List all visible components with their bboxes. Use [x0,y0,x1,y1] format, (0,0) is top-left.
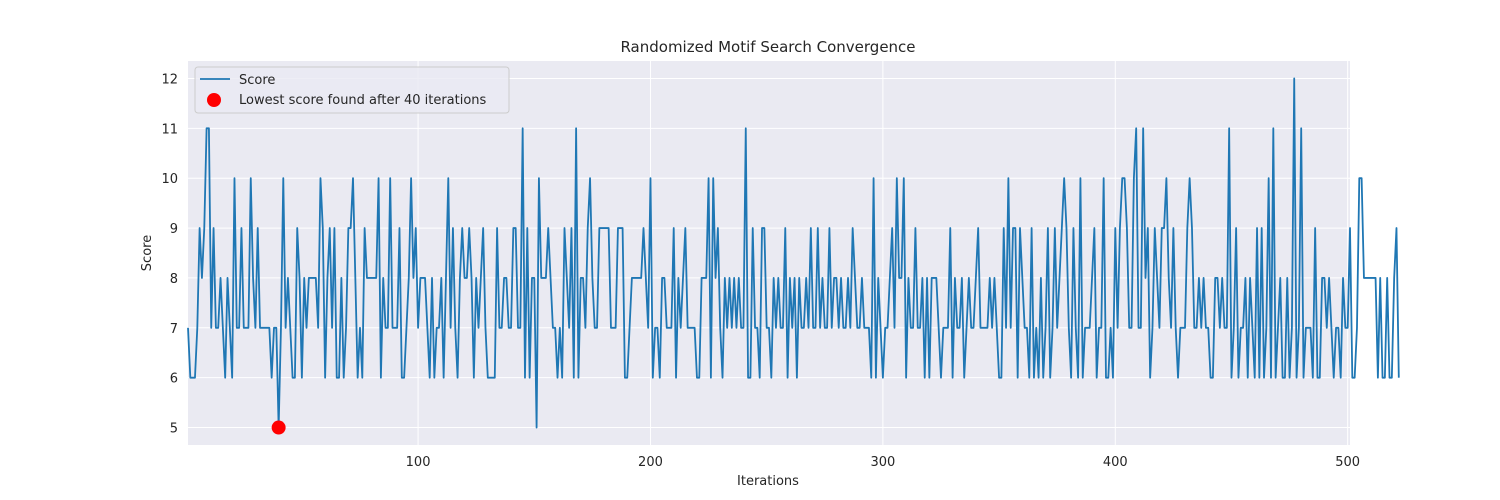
y-tick-label: 10 [161,172,178,187]
plot-area [188,61,1350,445]
y-tick-label: 7 [170,322,178,337]
y-tick-label: 8 [170,272,178,287]
x-axis-ticks: 100 200 300 400 500 [406,455,1360,470]
legend-box [194,66,510,114]
legend-lowest-score-swatch [207,93,221,107]
x-tick-label: 100 [406,455,431,470]
y-tick-label: 5 [170,422,178,437]
series-layer [187,77,1400,429]
legend-score-label: Score [239,73,275,88]
chart-title: Randomized Motif Search Convergence [620,38,915,56]
legend-lowest-score-label: Lowest score found after 40 iterations [239,93,487,108]
y-tick-label: 9 [170,222,178,237]
x-axis-label: Iterations [737,474,799,489]
y-axis-ticks: 5 6 7 8 9 10 11 12 [161,72,178,436]
series-line-score [187,77,1400,429]
marker-layer [271,420,286,435]
y-axis-label: Score [140,235,155,271]
y-tick-label: 12 [161,72,178,87]
y-tick-label: 11 [161,122,178,137]
x-tick-label: 500 [1335,455,1360,470]
legend: Score Lowest score found after 40 iterat… [194,66,510,114]
x-tick-label: 400 [1103,455,1128,470]
x-tick-label: 200 [638,455,663,470]
x-tick-label: 300 [870,455,895,470]
lowest-score-marker [271,420,286,435]
y-tick-label: 6 [170,372,178,387]
